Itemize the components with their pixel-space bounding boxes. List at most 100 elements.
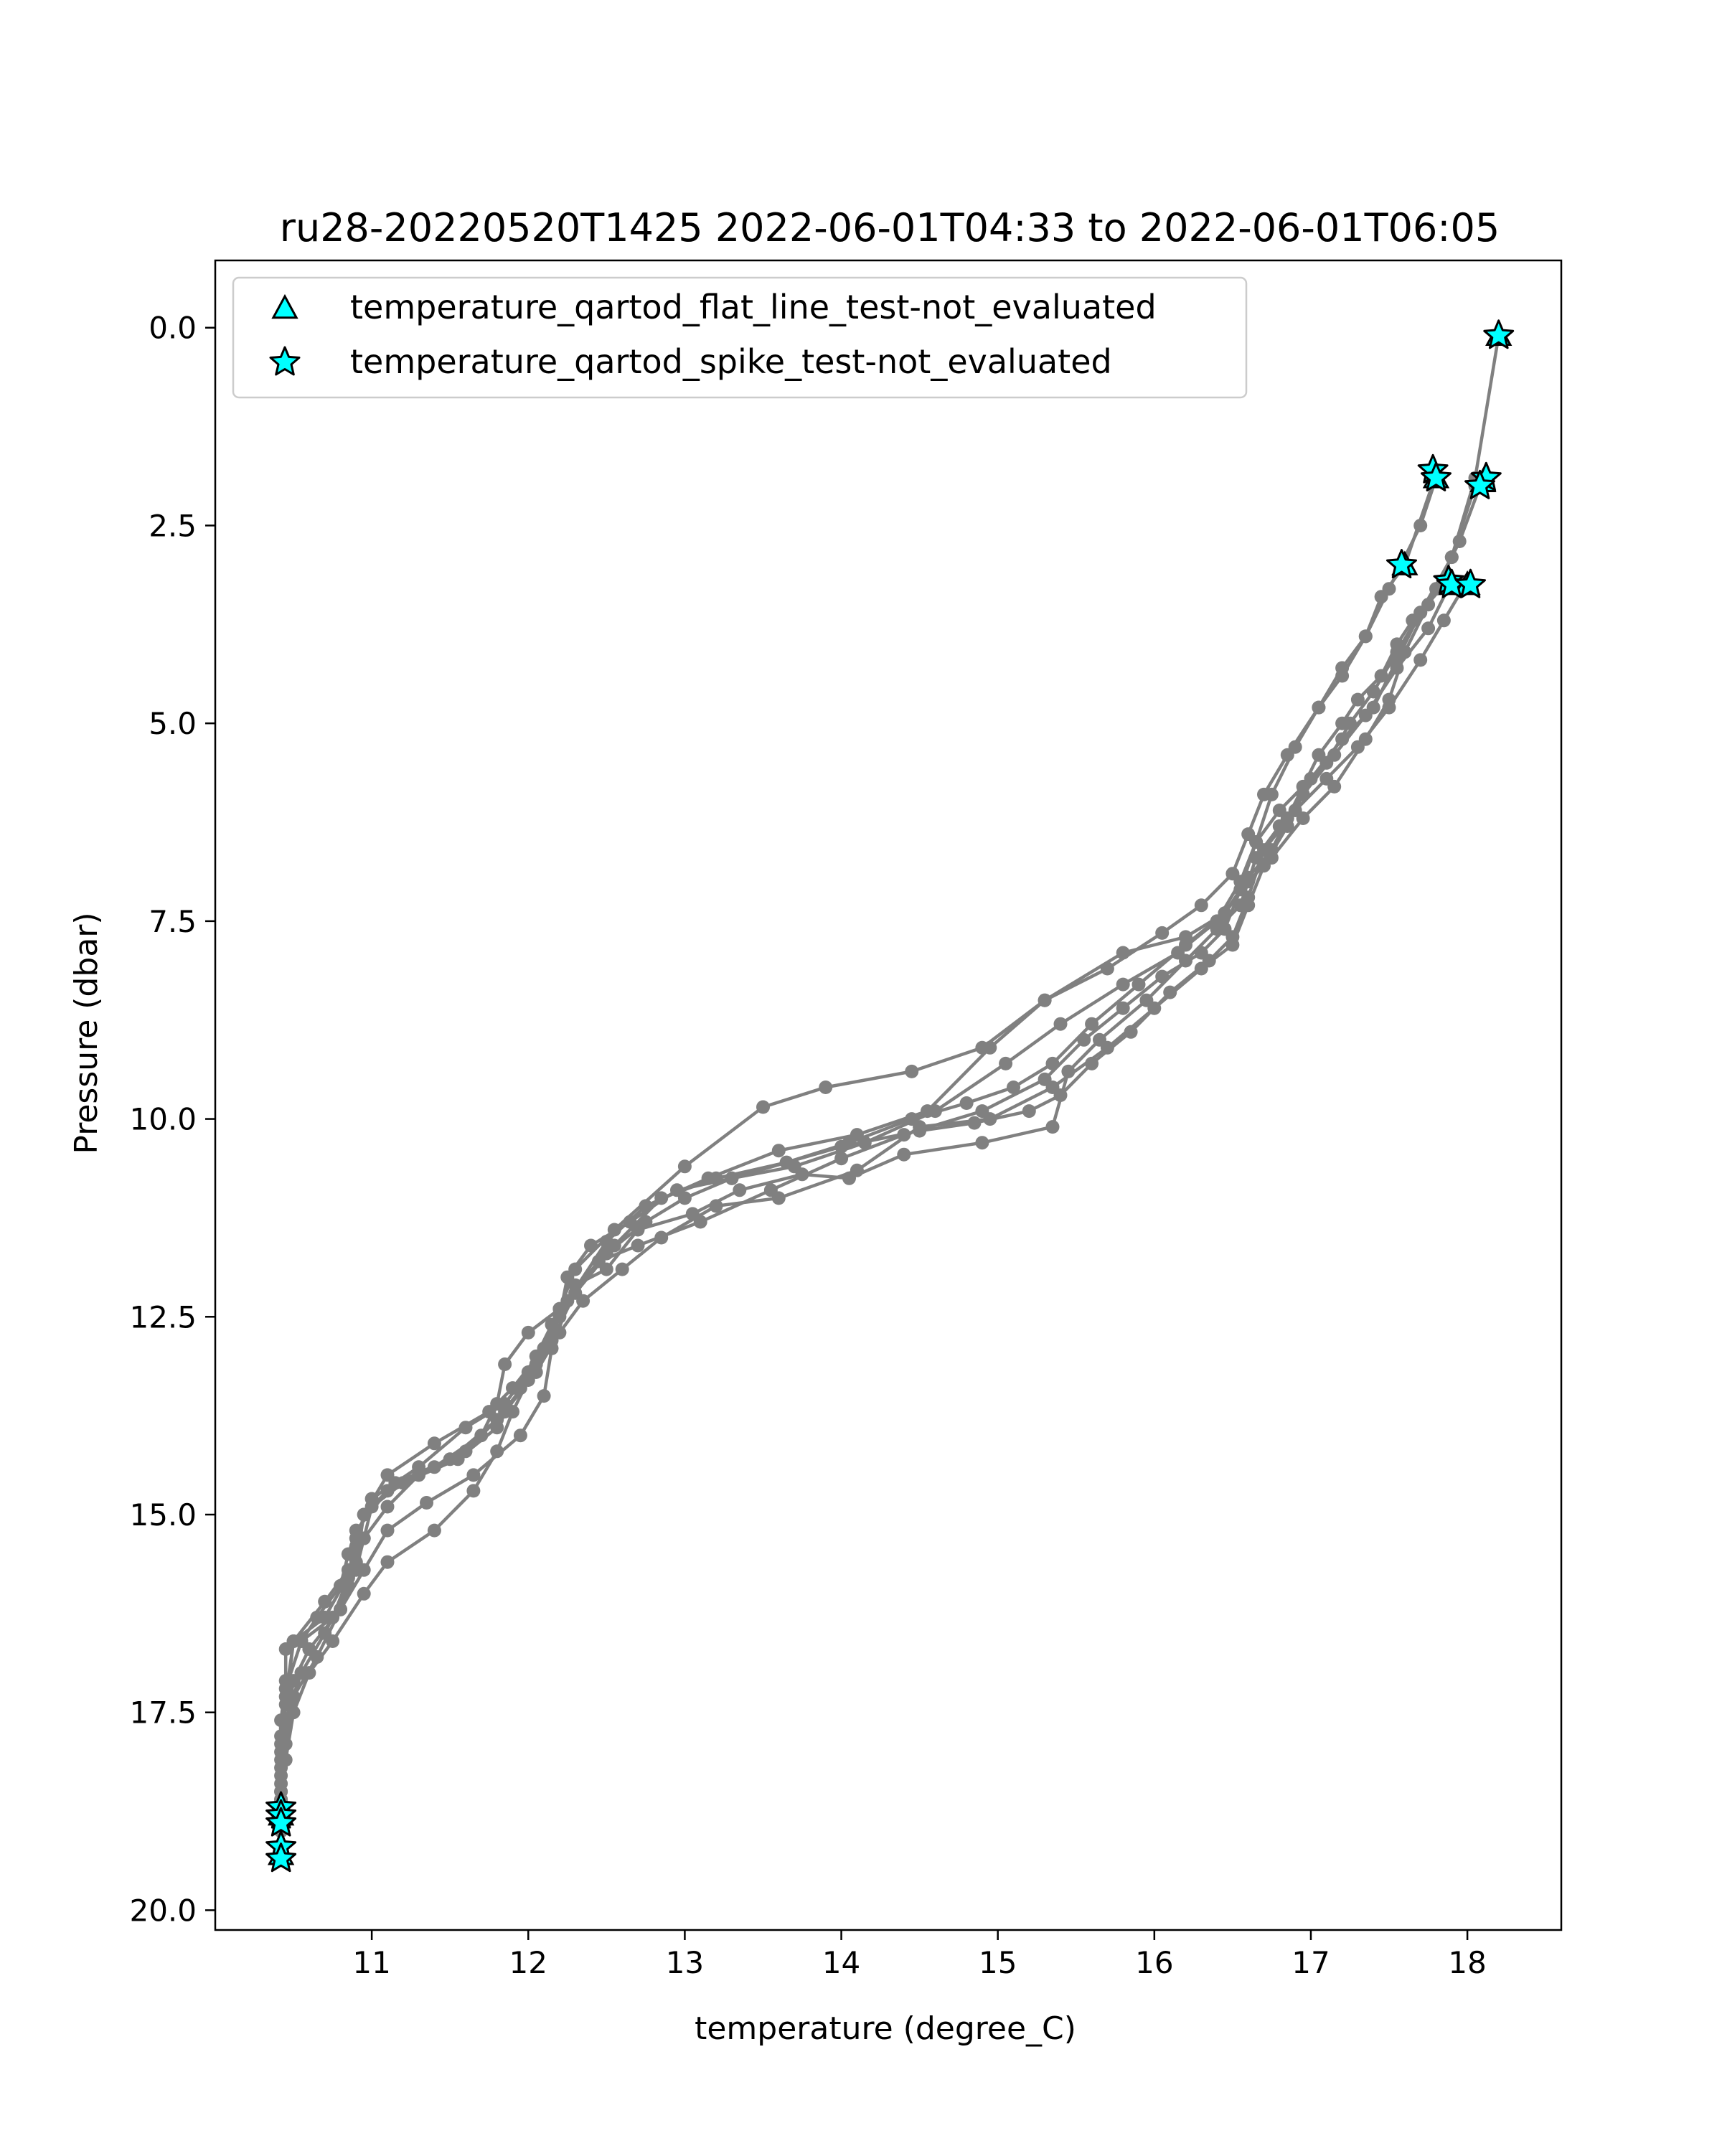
profile-point (999, 1056, 1013, 1070)
profile-point (1436, 613, 1451, 628)
profile-point (286, 1690, 301, 1704)
x-tick-label: 13 (666, 1945, 704, 1980)
profile-point (850, 1163, 864, 1177)
profile-point (310, 1650, 324, 1664)
profile-point (677, 1191, 692, 1205)
profile-point (1382, 700, 1396, 715)
spike-marker (265, 1842, 297, 1873)
profile-point (552, 1325, 567, 1340)
profile-point (349, 1563, 363, 1577)
profile-point (654, 1191, 669, 1205)
profile-point (380, 1523, 395, 1538)
profile-point (599, 1262, 613, 1276)
profile-point (1358, 708, 1373, 722)
profile-point (1124, 1025, 1138, 1039)
profile-point (834, 1152, 849, 1166)
y-tick-label: 0.0 (149, 311, 197, 346)
profile-point (1179, 954, 1192, 968)
profile-point (1343, 716, 1357, 730)
profile-point (1374, 590, 1388, 604)
profile-point (631, 1238, 645, 1253)
x-tick-label: 12 (509, 1945, 547, 1980)
y-tick-label: 10.0 (129, 1102, 197, 1137)
profile-point (1007, 1081, 1020, 1094)
legend-label-flat-line: temperature_qartod_flat_line_test-not_ev… (350, 288, 1157, 326)
profile-point (795, 1167, 809, 1182)
profile-point (513, 1428, 527, 1443)
profile-point (983, 1112, 997, 1126)
profile-point (412, 1468, 426, 1482)
profile-point (318, 1594, 332, 1609)
profile-point (1194, 898, 1208, 913)
y-tick-label: 17.5 (129, 1695, 197, 1731)
profile-point (709, 1199, 723, 1213)
profile-point (278, 1737, 293, 1751)
profile-point (654, 1230, 669, 1245)
y-tick-label: 12.5 (129, 1299, 197, 1334)
profile-point (1225, 867, 1240, 881)
profile-point (1272, 804, 1286, 817)
legend: temperature_qartod_flat_line_test-not_ev… (232, 276, 1248, 399)
profile-point (458, 1444, 473, 1459)
profile-point (427, 1523, 441, 1538)
profile-point (1366, 684, 1380, 699)
profile-point (286, 1674, 301, 1688)
x-tick-label: 18 (1448, 1945, 1486, 1980)
profile-point (1280, 819, 1294, 833)
profile-point (1444, 550, 1459, 565)
profile-point (334, 1602, 347, 1616)
profile-point (388, 1476, 403, 1490)
x-tick-label: 17 (1292, 1945, 1330, 1980)
profile-point (1390, 645, 1404, 659)
profile-point (834, 1139, 849, 1154)
profile-point (819, 1081, 833, 1094)
y-tick-label: 20.0 (129, 1893, 197, 1928)
profile-point (380, 1555, 395, 1569)
profile-point (1312, 700, 1326, 715)
profile-point (1045, 1120, 1060, 1134)
profile-point (756, 1100, 770, 1114)
profile-point (537, 1389, 551, 1403)
profile-point (677, 1159, 692, 1174)
profile-point (1350, 692, 1365, 707)
profile-point (1413, 653, 1428, 667)
profile-point (1358, 629, 1373, 644)
profile-point (1179, 938, 1192, 952)
profile-point (975, 1136, 989, 1150)
y-axis-label: Pressure (dbar) (68, 912, 105, 1154)
chart-title: ru28-20220520T1425 2022-06-01T04:33 to 2… (280, 205, 1500, 250)
profile-point (1131, 977, 1146, 992)
spike-marker (1464, 469, 1495, 499)
profile-point (1100, 1040, 1114, 1055)
markers-layer (265, 319, 1515, 1873)
profile-point (490, 1444, 504, 1459)
profile-point (771, 1144, 786, 1158)
profile-point (466, 1484, 481, 1498)
x-tick-label: 16 (1135, 1945, 1173, 1980)
profile-point (357, 1531, 371, 1545)
profile-point (1280, 748, 1294, 762)
spike-marker (1483, 319, 1515, 349)
profile-point (286, 1634, 301, 1648)
profile-point (1257, 859, 1271, 873)
legend-box (232, 276, 1248, 399)
profile-point (1335, 661, 1350, 675)
profile-point (1085, 1017, 1099, 1031)
profile-point (1077, 1032, 1091, 1047)
x-axis-label: temperature (degree_C) (695, 2010, 1076, 2047)
profile-point (959, 1096, 974, 1110)
profile-point (584, 1238, 598, 1253)
profile-point (897, 1147, 911, 1162)
spike-marker (1455, 568, 1486, 598)
profile-point (1038, 993, 1052, 1007)
profile-point (1350, 740, 1365, 754)
profile-point (983, 1040, 997, 1055)
profile-point (420, 1496, 433, 1510)
profile-point (1147, 1001, 1162, 1015)
profile-point (318, 1610, 332, 1624)
profile-point (1390, 661, 1404, 675)
x-tick-label: 11 (352, 1945, 390, 1980)
profile-point (1155, 926, 1170, 940)
profile-point (1053, 1017, 1068, 1031)
